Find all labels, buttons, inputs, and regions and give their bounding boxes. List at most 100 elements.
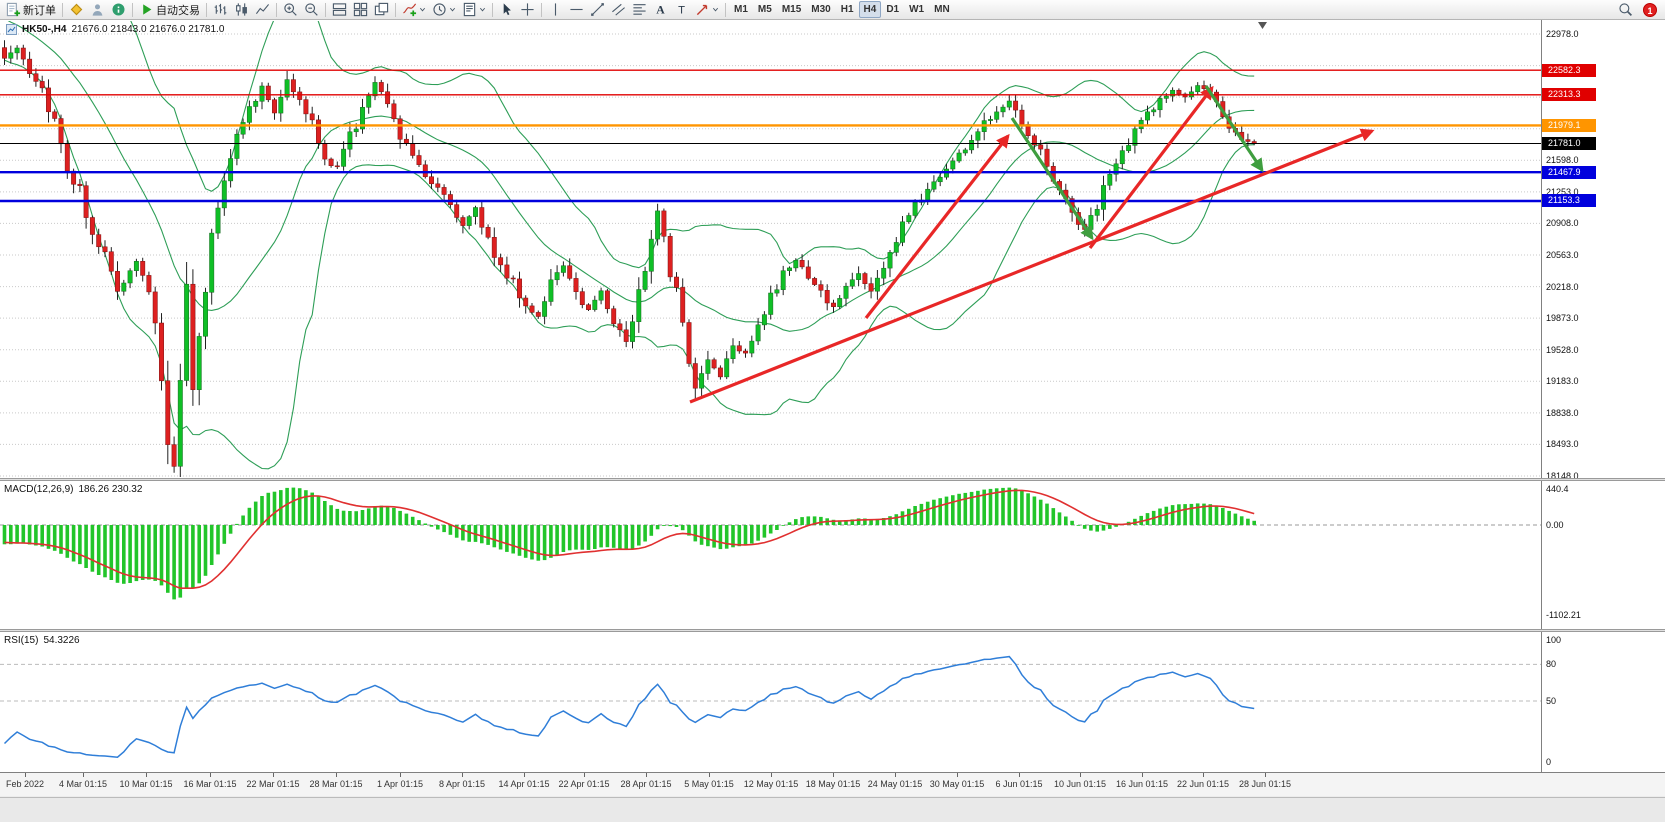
tline-icon: [591, 3, 604, 16]
fibonacci-button[interactable]: [629, 1, 650, 19]
auto-arrange-button[interactable]: [329, 1, 350, 19]
dropdown-caret-icon: [449, 7, 456, 12]
timeframe-W1-button[interactable]: W1: [904, 1, 929, 18]
time-axis-label: 5 May 01:15: [684, 779, 734, 789]
price-axis-label: 22978.0: [1546, 29, 1579, 39]
symbol-period-label: HK50-,H4: [22, 24, 67, 35]
profile-icon: [92, 4, 103, 16]
toolbar-group: [66, 1, 129, 19]
data-folder-button[interactable]: [87, 1, 108, 19]
macd-histogram: [2, 487, 1256, 600]
zoom-in-button[interactable]: [280, 1, 301, 19]
template-icon: [463, 2, 476, 17]
rsi-axis-label: 50: [1546, 696, 1557, 706]
chart-symbol-info: HK50-,H4 21676.0 21843.0 21676.0 21781.0: [6, 24, 224, 35]
toolbar-separator: [62, 2, 63, 17]
timeframe-MN-button[interactable]: MN: [929, 1, 955, 18]
notifications-badge[interactable]: 1: [1643, 2, 1657, 17]
crosshair-button[interactable]: [517, 1, 538, 19]
rsi-level-lines: [0, 663, 1541, 702]
indicator-add-icon: [403, 3, 417, 17]
rsi-value: 54.3226: [43, 635, 80, 646]
toolbar-group: 新订单: [3, 1, 59, 19]
zoom-out-button[interactable]: [301, 1, 322, 19]
time-axis-label: 30 May 01:15: [929, 779, 985, 789]
price-axis-label: 19528.0: [1546, 344, 1579, 355]
fibo-icon: [633, 4, 646, 15]
panel-splitter[interactable]: [0, 478, 1665, 481]
cascade-icon: [374, 2, 389, 16]
price-axis-label: 18838.0: [1546, 407, 1579, 418]
trend-line-button[interactable]: [587, 1, 608, 19]
magnifier-icon: [1619, 3, 1633, 17]
vline-icon: [554, 3, 557, 16]
textA-icon: A: [656, 4, 665, 17]
cursor-button[interactable]: [496, 1, 517, 19]
dropdown-caret-icon: [479, 7, 486, 12]
chart-background: [0, 20, 1665, 772]
time-axis-label: 16 Jun 01:15: [1115, 779, 1169, 789]
bar-chart-button[interactable]: [210, 1, 231, 19]
search-button[interactable]: [1615, 1, 1636, 19]
pullback-arrow-1[interactable]: [1010, 117, 1094, 241]
equidistant-channel-button[interactable]: [608, 1, 629, 19]
panel-splitter[interactable]: [0, 629, 1665, 632]
horizontal-line-button[interactable]: [566, 1, 587, 19]
rsi-label: RSI(15): [4, 635, 39, 646]
macd-axis-label: -1102.21: [1546, 610, 1581, 621]
macd-signal-line: [4, 489, 1255, 589]
zoom-in-icon: [284, 3, 297, 16]
toolbar-group: [210, 1, 273, 19]
tile-windows-button[interactable]: [350, 1, 371, 19]
line-chart-button[interactable]: [252, 1, 273, 19]
cascade-windows-button[interactable]: [371, 1, 392, 19]
time-axis-tick: [462, 773, 463, 777]
time-axis-tick: [146, 773, 147, 777]
timeframe-M1-button[interactable]: M1: [729, 1, 753, 18]
zoom-out-icon: [305, 3, 318, 16]
tile-icon: [353, 2, 368, 17]
time-axis[interactable]: Feb 2022 4 Mar 01:15 10 Mar 01:15 16 Mar 01…: [0, 772, 1665, 796]
timeframe-M30-button[interactable]: M30: [806, 1, 835, 18]
time-axis-label: 22 Jun 01:15: [1176, 779, 1230, 789]
price-axis-label: 19183.0: [1546, 376, 1579, 387]
pullback-arrow-2[interactable]: [1204, 85, 1264, 173]
line-icon: [255, 4, 270, 15]
timeframe-M15-button[interactable]: M15: [777, 1, 806, 18]
toolbar-separator: [276, 2, 277, 17]
community-button[interactable]: [108, 1, 129, 19]
vertical-line-button[interactable]: [545, 1, 566, 19]
major-uptrend-arrow[interactable]: [689, 128, 1375, 404]
horizontal-level-lines[interactable]: [0, 69, 1541, 203]
timeframe-D1-button[interactable]: D1: [881, 1, 904, 18]
arrange-icon: [332, 3, 347, 16]
time-axis-tick: [1142, 773, 1143, 777]
trend-arrows[interactable]: [689, 85, 1375, 404]
periods-button[interactable]: [429, 1, 459, 19]
time-axis-label: Feb 2022: [5, 779, 45, 789]
timeframe-H4-button[interactable]: H4: [858, 1, 882, 18]
impulse-arrow-1[interactable]: [864, 133, 1010, 319]
dropdown-caret-icon: [712, 7, 719, 12]
toolbar-separator: [725, 2, 726, 17]
new-order-button[interactable]: 新订单: [3, 1, 59, 19]
indicators-button[interactable]: [399, 1, 429, 19]
toolbar-separator: [395, 2, 396, 17]
templates-button[interactable]: [459, 1, 489, 19]
timeframe-M5-button[interactable]: M5: [753, 1, 777, 18]
time-axis-label: 28 Apr 01:15: [620, 779, 672, 789]
candlestick-chart-button[interactable]: [231, 1, 252, 19]
timeframe-H1-button[interactable]: H1: [836, 1, 859, 18]
toolbar-right-group: 1: [1615, 1, 1657, 19]
metaeditor-button[interactable]: [66, 1, 87, 19]
arrows-tool-button[interactable]: [692, 1, 722, 19]
time-axis-label: 8 Apr 01:15: [438, 779, 486, 789]
autotrading-button[interactable]: 自动交易: [136, 1, 203, 19]
candles-up: [8, 47, 1201, 467]
text-label-button[interactable]: T: [671, 1, 692, 19]
rsi-axis-label: 80: [1546, 659, 1557, 670]
text-button[interactable]: A: [650, 1, 671, 19]
impulse-arrow-2[interactable]: [1088, 85, 1214, 249]
time-axis-tick: [895, 773, 896, 777]
